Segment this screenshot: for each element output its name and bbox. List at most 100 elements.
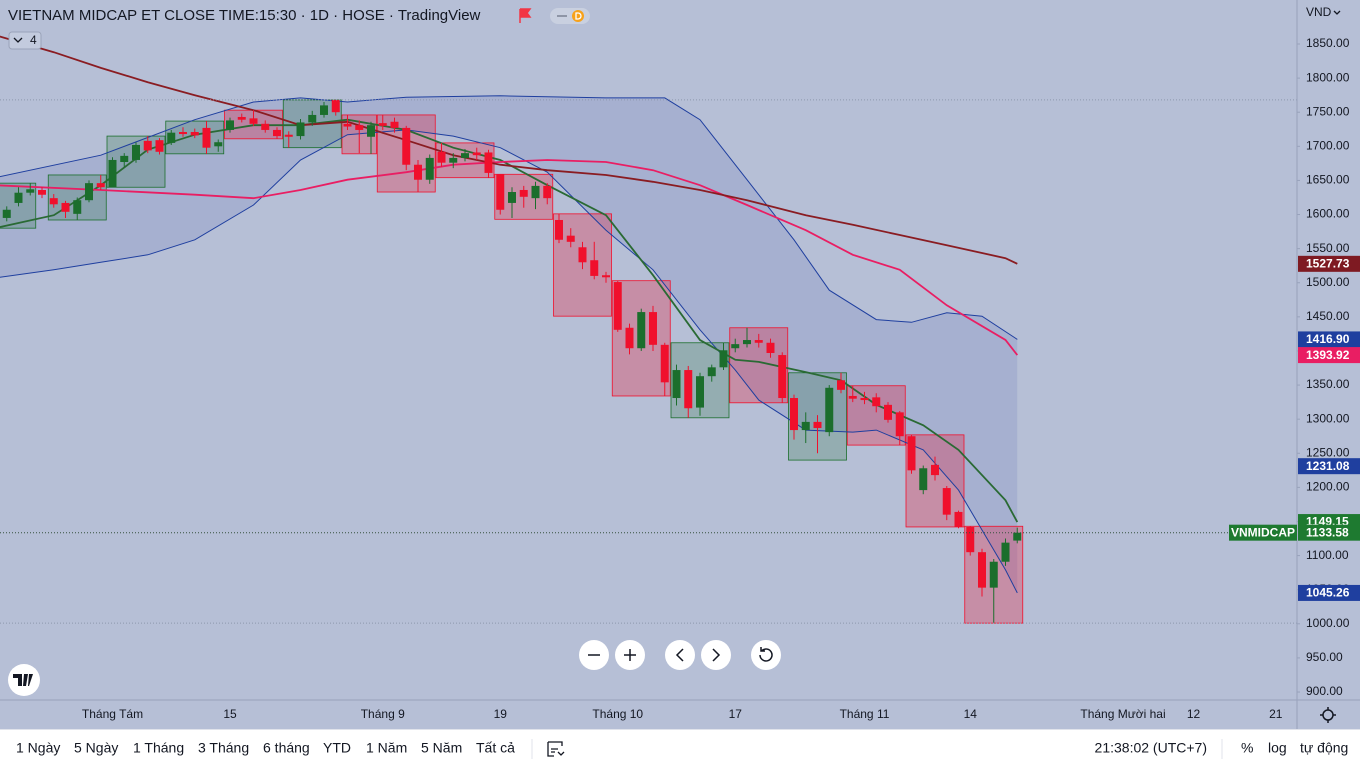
candle-body <box>261 123 270 130</box>
candle-body <box>907 436 916 471</box>
price-tag <box>1298 524 1360 541</box>
candle-body <box>14 192 23 203</box>
candle-body <box>531 185 540 199</box>
candle-body <box>331 99 340 113</box>
range-button[interactable]: 1 Tháng <box>133 740 184 756</box>
currency-chevron <box>1333 10 1341 15</box>
price-tag <box>1298 255 1360 272</box>
candle-body <box>848 395 857 399</box>
y-tick-label: 1750.00 <box>1306 104 1350 118</box>
scroll-left-button[interactable] <box>665 640 695 670</box>
y-tick-label: 1200.00 <box>1306 480 1350 494</box>
candle-body <box>672 370 681 399</box>
candle-body <box>825 387 834 433</box>
candle-body <box>684 370 693 409</box>
candle-body <box>2 209 11 218</box>
range-button[interactable]: 6 tháng <box>263 740 310 756</box>
price-tag-label: 1393.92 <box>1306 348 1350 362</box>
candle-body <box>754 340 763 343</box>
candle-body <box>367 125 375 137</box>
candle-body <box>602 275 610 278</box>
candle-body <box>355 125 364 130</box>
range-button[interactable]: Tất cả <box>476 740 515 756</box>
candle-body <box>555 219 563 240</box>
candle-body <box>954 511 963 527</box>
candle-body <box>613 282 622 330</box>
candle-body <box>743 340 751 345</box>
candle-body <box>202 127 211 148</box>
price-tag-label: 1231.08 <box>1306 459 1350 473</box>
range-button[interactable]: 5 Ngày <box>74 740 118 756</box>
candle-body <box>731 344 740 349</box>
auto-toggle[interactable]: tự động <box>1300 740 1348 756</box>
y-tick-label: 1850.00 <box>1306 36 1350 50</box>
range-button[interactable]: 1 Năm <box>366 740 407 756</box>
candle-body <box>61 202 70 212</box>
delay-badge <box>572 10 584 22</box>
candle-body <box>884 404 892 420</box>
x-tick-label: Tháng Tám <box>82 707 143 721</box>
reset-button[interactable] <box>751 640 781 670</box>
candle-body <box>378 123 387 126</box>
reset-icon <box>759 647 773 662</box>
x-tick-label: 15 <box>223 707 237 721</box>
y-tick-label: 1500.00 <box>1306 275 1350 289</box>
scroll-right-button[interactable] <box>701 640 731 670</box>
bollinger-fill <box>0 95 1018 593</box>
candle-body <box>989 561 998 588</box>
currency-label[interactable]: VND <box>1306 5 1332 19</box>
candle-body <box>484 152 493 173</box>
y-tick-label: 1450.00 <box>1306 309 1350 323</box>
candle-body <box>649 312 657 345</box>
price-tag-label: 1527.73 <box>1306 256 1350 270</box>
range-button[interactable]: 1 Ngày <box>16 740 60 756</box>
candle-body <box>437 151 446 163</box>
range-button[interactable]: 3 Tháng <box>198 740 249 756</box>
x-tick-label: Tháng Mười hai <box>1080 707 1165 721</box>
flag-icon[interactable] <box>519 8 532 23</box>
candle-body <box>637 312 646 349</box>
candle-body <box>190 131 199 136</box>
candle-body <box>273 129 281 137</box>
y-tick-label: 1100.00 <box>1306 548 1349 562</box>
settings-icon-teeth <box>1320 707 1336 723</box>
y-tick-label: 1250.00 <box>1306 445 1350 459</box>
percent-toggle[interactable]: % <box>1241 740 1253 756</box>
log-toggle[interactable]: log <box>1268 740 1287 756</box>
candle-body <box>214 142 223 147</box>
y-tick-label: 1550.00 <box>1306 241 1350 255</box>
range-button[interactable]: YTD <box>323 740 351 756</box>
candle-body <box>226 120 234 130</box>
candle-body <box>120 155 129 163</box>
indicator-toggle[interactable] <box>8 31 42 50</box>
candle-body <box>566 235 575 242</box>
symbol-tag-label: VNMIDCAP <box>1231 525 1295 539</box>
date-range-icon[interactable] <box>547 741 565 757</box>
y-tick-label: 1300.00 <box>1306 411 1350 425</box>
candle-body <box>320 105 328 115</box>
range-buttons: 1 Ngày 5 Ngày 1 Tháng 3 Tháng 6 tháng YTD 1 Nă… <box>16 740 515 756</box>
candle-body <box>73 200 82 214</box>
x-tick-label: 21 <box>1269 707 1283 721</box>
bollinger-upper <box>0 95 1018 340</box>
candle-body <box>167 132 176 143</box>
candle-body <box>49 198 58 205</box>
candle-body <box>860 398 869 401</box>
price-tag <box>1298 347 1360 364</box>
candle-body <box>96 183 105 188</box>
range-button[interactable]: 5 Năm <box>421 740 462 756</box>
candle-body <box>1013 532 1022 541</box>
candle-body <box>496 174 505 210</box>
candle-body <box>578 247 587 263</box>
navigation-buttons <box>579 640 781 670</box>
candle-body <box>660 344 669 383</box>
x-tick-label: Tháng 10 <box>592 707 643 721</box>
axes: 900.00950.001000.001050.001100.001150.00… <box>82 36 1360 721</box>
candle-body <box>519 189 528 197</box>
range-box <box>905 434 965 528</box>
candle-body <box>108 159 117 188</box>
candle-body <box>978 552 986 588</box>
plot-area <box>0 35 1297 624</box>
